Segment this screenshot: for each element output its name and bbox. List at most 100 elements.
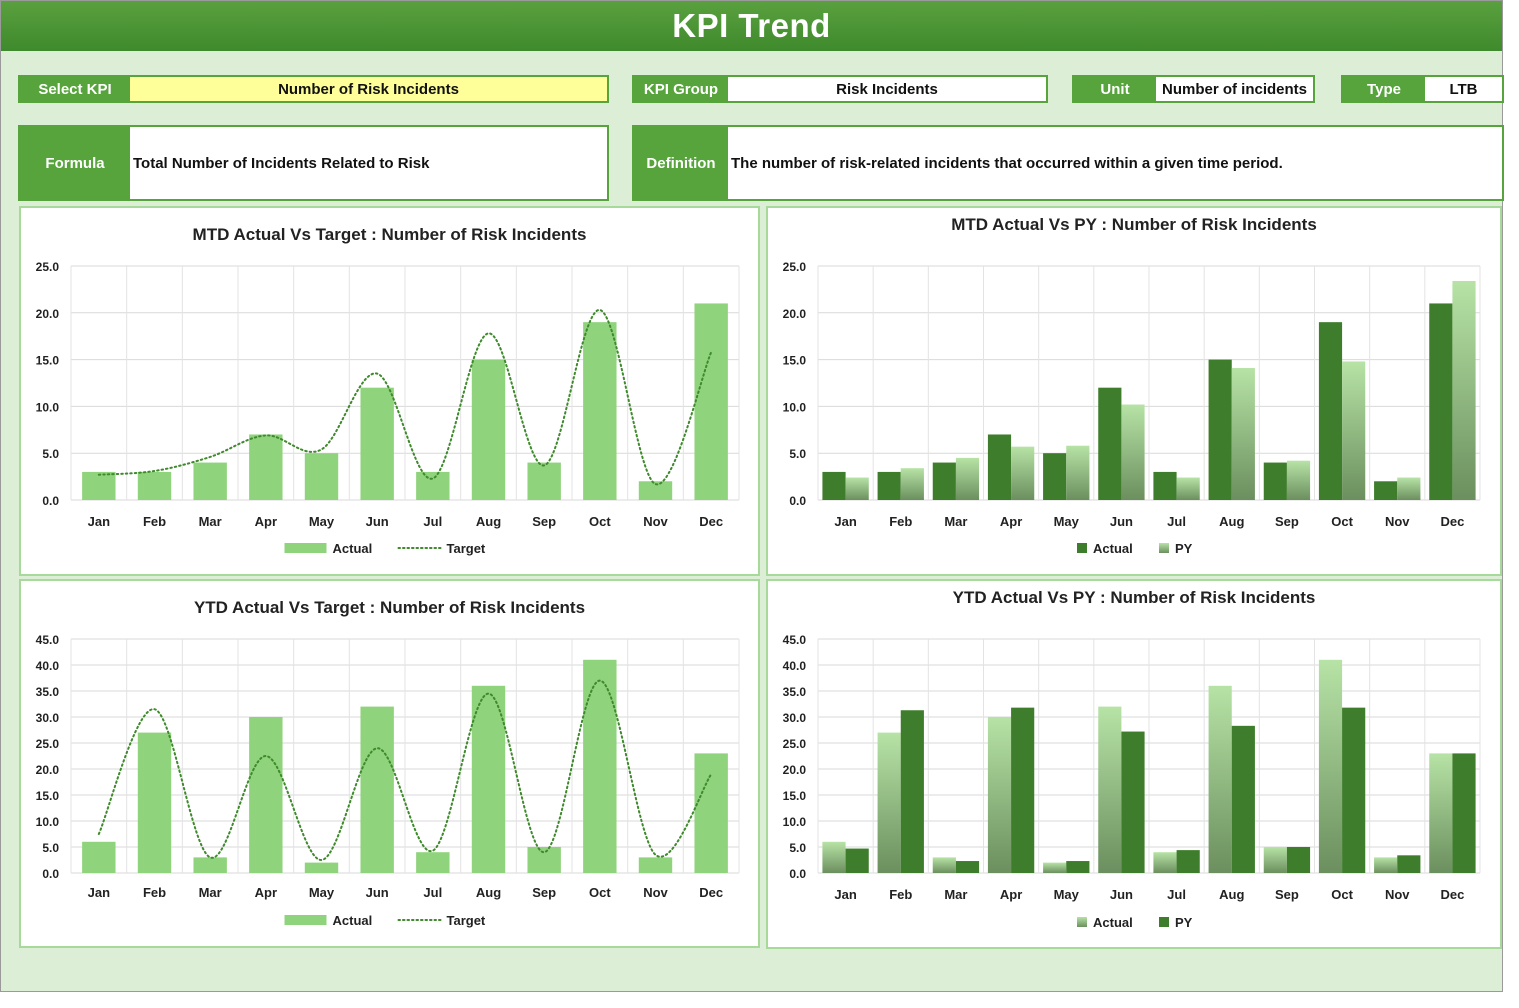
y-tick-label: 0.0 [789,494,806,508]
page-title: KPI Trend [1,1,1502,51]
bar-actual [471,685,506,873]
select-kpi-dropdown[interactable]: Number of Risk Incidents [130,77,607,101]
bar-py [1011,707,1035,873]
y-tick-label: 5.0 [42,841,59,855]
type-value: LTB [1425,77,1502,101]
bar-actual [82,841,116,873]
y-tick-label: 0.0 [42,867,59,881]
bar-py [900,710,924,873]
bar-actual [1153,852,1177,873]
kpi-group-label: KPI Group [634,77,728,101]
x-tick-label: Oct [1331,887,1353,902]
kpi-group-value: Risk Incidents [728,77,1046,101]
type-label: Type [1343,77,1425,101]
bar-actual [1374,481,1398,500]
bar-actual [877,471,901,500]
x-tick-label: Apr [255,885,277,900]
y-tick-label: 15.0 [36,789,60,803]
bar-actual [1318,659,1343,873]
x-tick-label: Mar [199,514,222,529]
bar-actual [1043,862,1067,873]
x-tick-label: Jul [1167,514,1186,529]
x-tick-label: Nov [643,514,668,529]
bar-actual [583,659,617,873]
chart-panel-ytd-target: YTD Actual Vs Target : Number of Risk In… [19,579,760,948]
x-tick-label: Feb [889,514,912,529]
y-tick-label: 20.0 [36,307,60,321]
bar-actual [360,387,394,500]
x-tick-label: Mar [199,885,222,900]
x-tick-label: Nov [643,885,668,900]
y-tick-label: 10.0 [783,400,807,414]
bar-actual [1318,322,1343,500]
x-tick-label: Sep [532,514,556,529]
y-tick-label: 15.0 [36,354,60,368]
x-tick-label: Apr [1000,514,1022,529]
bar-py [1452,753,1476,873]
y-tick-label: 25.0 [783,260,807,274]
x-tick-label: Mar [944,887,967,902]
x-tick-label: Jan [834,887,856,902]
x-tick-label: Apr [1000,887,1022,902]
y-tick-label: 20.0 [36,763,60,777]
chart-title: YTD Actual Vs Target : Number of Risk In… [194,598,585,617]
legend-swatch-py [1159,543,1169,553]
bar-actual [527,847,561,873]
bar-actual [193,857,227,873]
chart-legend: Actual PY [1077,915,1193,930]
bar-py [1011,446,1035,500]
bar-py [845,848,869,873]
y-tick-label: 25.0 [36,260,60,274]
x-tick-label: Nov [1385,514,1410,529]
y-tick-label: 45.0 [783,633,807,647]
bar-actual [249,434,283,500]
y-tick-label: 10.0 [36,400,60,414]
bar-actual [694,753,728,873]
bar-actual [471,359,506,500]
bar-actual [137,732,172,873]
bar-actual [822,471,846,500]
bar-py [1286,847,1311,873]
bar-actual [1098,706,1122,873]
bar-py [1176,477,1200,500]
x-tick-label: Feb [143,514,166,529]
bar-actual [694,303,728,500]
y-tick-label: 40.0 [783,659,807,673]
x-tick-label: Dec [1440,514,1464,529]
bar-actual [193,462,227,500]
select-kpi-control[interactable]: Select KPI Number of Risk Incidents [18,75,609,103]
y-tick-label: 45.0 [36,633,60,647]
bar-py [1066,861,1090,873]
bar-actual [527,462,561,500]
legend-label: PY [1175,541,1193,556]
bar-actual [1263,847,1287,873]
x-tick-label: Oct [589,885,611,900]
y-tick-label: 15.0 [783,354,807,368]
x-tick-label: Jul [1167,887,1186,902]
mtd-actual-vs-target-chart: MTD Actual Vs Target : Number of Risk In… [36,225,740,556]
ytd-actual-vs-py-chart: YTD Actual Vs PY : Number of Risk Incide… [783,588,1481,930]
bar-py [1342,361,1366,500]
legend-swatch-actual [284,915,327,925]
chart-legend: Actual PY [1077,541,1193,556]
chart-legend: Actual Target [284,541,486,556]
bar-actual [877,732,901,873]
formula-box: Formula Total Number of Incidents Relate… [18,125,609,201]
bar-py [1231,368,1255,500]
target-line [97,679,713,862]
y-tick-label: 5.0 [789,447,806,461]
bar-actual [416,852,450,873]
bar-actual [137,471,172,500]
x-tick-label: Aug [1219,514,1244,529]
bar-actual [1208,685,1232,873]
bar-actual [987,434,1012,500]
bar-actual [249,717,283,873]
unit-field: Unit Number of incidents [1072,75,1315,103]
y-tick-label: 30.0 [783,711,807,725]
legend-swatch-actual [1077,917,1087,927]
bar-actual [932,857,956,873]
x-tick-label: Nov [1385,887,1410,902]
x-tick-label: Jul [423,514,442,529]
x-tick-label: Oct [589,514,611,529]
legend-label: PY [1175,915,1193,930]
